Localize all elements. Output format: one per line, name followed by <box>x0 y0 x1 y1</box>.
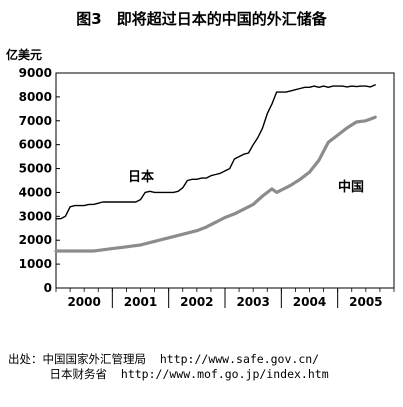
source-label-2: 日本财务省 <box>49 367 108 381</box>
x-tick-label: 2001 <box>124 295 157 309</box>
series-label-china: 中国 <box>338 179 364 195</box>
source-label-1: 出处：中国国家外汇管理局 <box>8 352 146 366</box>
series-layer <box>54 84 377 253</box>
source-url-2: http://www.mof.go.jp/index.htm <box>120 367 329 381</box>
y-tick-label: 8000 <box>19 90 52 104</box>
y-tick-label: 5000 <box>19 162 52 176</box>
y-axis-unit-label: 亿美元 <box>6 48 43 62</box>
x-tick-label: 2004 <box>293 295 326 309</box>
y-tick-label: 3000 <box>19 209 52 223</box>
series-line-japan <box>55 84 376 220</box>
y-tick-label: 2000 <box>19 233 52 247</box>
source-note: 出处：中国国家外汇管理局 http://www.safe.gov.cn/ 日本财… <box>8 352 329 382</box>
y-tick-label: 0 <box>44 281 52 295</box>
y-tick-label: 9000 <box>19 66 52 80</box>
y-tick-label: 1000 <box>19 257 52 271</box>
x-tick-label: 2003 <box>236 295 269 309</box>
x-tick-label: 2002 <box>180 295 213 309</box>
y-tick-label: 6000 <box>19 138 52 152</box>
y-tick-label: 7000 <box>19 114 52 128</box>
y-tick-label: 4000 <box>19 185 52 199</box>
series-label-japan: 日本 <box>128 169 154 185</box>
series-line-china <box>54 115 377 253</box>
chart-title: 图3 即将超过日本的中国的外汇储备 <box>76 10 327 28</box>
x-tick-label: 2000 <box>67 295 100 309</box>
source-url-1: http://www.safe.gov.cn/ <box>159 352 320 366</box>
chart-axes: 0 1000 2000 3000 4000 5000 6000 7000 8000 9000 200… <box>19 66 395 309</box>
x-tick-label: 2005 <box>349 295 382 309</box>
